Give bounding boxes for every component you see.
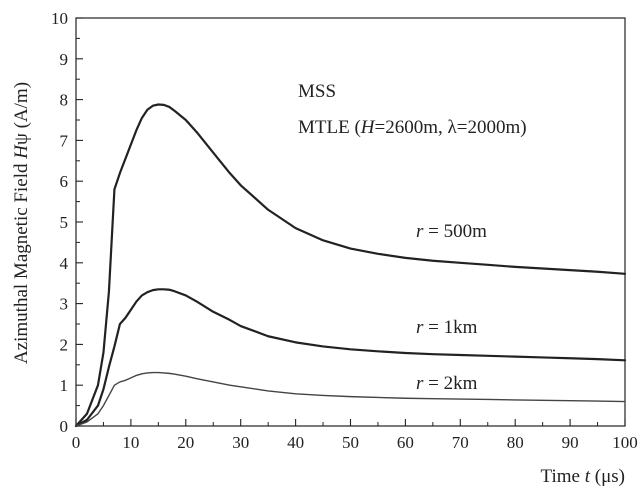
x-tick-label: 80 (507, 433, 524, 452)
x-tick-label: 90 (562, 433, 579, 452)
y-tick-label: 4 (60, 254, 69, 273)
series-label-var: r (416, 221, 424, 242)
x-axis-title-prefix: Time (541, 466, 585, 487)
y-tick-label: 7 (60, 131, 69, 150)
x-tick-label: 70 (452, 433, 469, 452)
series-label-value: = 500m (423, 221, 487, 242)
x-axis-title-unit: (μs) (590, 466, 625, 487)
y-axis-title: Azimuthal Magnetic Field Hψ (A/m) (11, 82, 32, 364)
x-tick-label: 30 (232, 433, 249, 452)
plot-area (75, 17, 626, 427)
annotation-model: MSS (298, 81, 336, 102)
x-axis-title: Time t (μs) (541, 466, 625, 487)
ticks: 0 10 20 30 40 50 60 70 80 90 100 0 1 2 3 4 5 6 7 8 9 10 (51, 9, 638, 452)
x-tick-label: 100 (612, 433, 638, 452)
y-axis-title-var: H (11, 144, 32, 160)
annotation-mtle: MTLE (H=2600m, λ=2000m) (298, 117, 527, 138)
y-tick-label: 0 (60, 417, 69, 436)
x-tick-label: 50 (342, 433, 359, 452)
series-label-var: r (416, 317, 424, 338)
plot-frame (75, 17, 626, 427)
x-tick-label: 20 (177, 433, 194, 452)
annotation-mtle-lambda: λ=2000m) (448, 117, 527, 138)
x-tick-label: 40 (287, 433, 304, 452)
series-lines (74, 103, 627, 428)
y-tick-label: 10 (51, 9, 68, 28)
annotation-mtle-prefix: MTLE ( (298, 117, 361, 138)
y-tick-label: 1 (60, 376, 69, 395)
y-tick-label: 2 (60, 335, 69, 354)
annotation-mtle-h: H (360, 117, 376, 138)
x-tick-label: 60 (397, 433, 414, 452)
annotation-mtle-h-value: =2600m, (375, 117, 448, 138)
series-label-r-500m: r = 500m (416, 221, 487, 242)
series-label-r-2km: r = 2km (416, 373, 478, 394)
y-tick-label: 8 (60, 91, 69, 110)
y-axis-title-prefix: Azimuthal Magnetic Field (11, 159, 32, 364)
x-tick-label: 0 (72, 433, 81, 452)
series-label-r-1km: r = 1km (416, 317, 478, 338)
series-label-var: r (416, 373, 424, 394)
x-axis-title-var: t (585, 466, 591, 487)
y-tick-label: 5 (60, 213, 69, 232)
y-tick-label: 3 (60, 295, 69, 314)
x-tick-label: 10 (122, 433, 139, 452)
series-line-r-2km (75, 371, 626, 427)
y-axis-title-unit: ψ (A/m) (11, 82, 32, 145)
y-tick-label: 6 (60, 172, 69, 191)
series-label-value: = 2km (423, 373, 477, 394)
series-line-r-500m (74, 103, 627, 428)
series-label-value: = 1km (423, 317, 477, 338)
series-line-r-1km (74, 288, 627, 428)
y-tick-label: 9 (60, 50, 69, 69)
